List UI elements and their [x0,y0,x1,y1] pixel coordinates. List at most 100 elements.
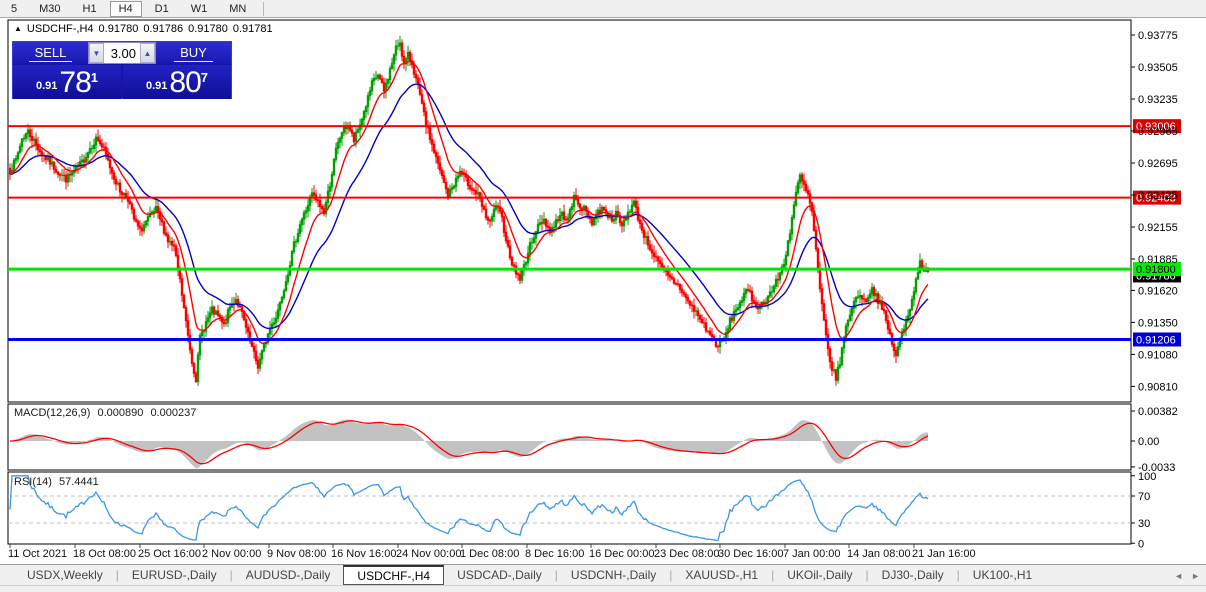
level-price-label-0.91800-bg [1133,262,1181,277]
time-tick: 11 Oct 2021 [8,548,67,560]
chart-tab-usdcad-daily[interactable]: USDCAD-,Daily [457,568,542,582]
timeframe-button-m30[interactable]: M30 [39,2,61,15]
timeframe-button-5[interactable]: 5 [11,2,18,15]
macd-histogram-area [10,419,928,469]
time-tick: 25 Oct 16:00 [138,548,201,560]
price-tick-0.91080: 0.91080 [1138,349,1178,361]
tab-scroll-right-icon[interactable]: ► [1191,570,1200,581]
time-tick: 16 Nov 16:00 [331,548,396,560]
sell-button[interactable]: SELL [13,42,88,64]
macd-title: MACD(12,26,9) [14,407,91,419]
rsi-value: 57.4441 [58,476,99,488]
sell-button-label: SELL [28,45,73,62]
macd-tick-0.00382: 0.00382 [1138,406,1178,418]
macd-tick--0.0033: -0.0033 [1138,462,1175,474]
time-tick: 2 Nov 00:00 [202,548,261,560]
price-tick-0.90810: 0.90810 [1138,381,1178,393]
time-tick: 8 Dec 16:00 [525,548,584,560]
chart-tab-bar: USDX,Weekly | EURUSD-,Daily | AUDUSD-,Daily U… [0,564,1206,585]
rsi-label: RSI(14) 57.4441 [14,476,103,488]
time-tick: 23 Dec 08:00 [654,548,719,560]
time-tick: 30 Dec 16:00 [718,548,783,560]
macd-label: MACD(12,26,9) 0.000890 0.000237 [14,407,200,419]
tabs-container: USDX,Weekly | EURUSD-,Daily | AUDUSD-,Daily U… [14,565,1045,585]
buy-price-prefix: 0.91 [145,80,168,92]
macd-main-value: 0.000890 [97,407,144,419]
level-price-label-0.93006-bg [1133,119,1181,134]
chart-tab-usdchf-h4[interactable]: USDCHF-,H4 [343,565,445,585]
price-tick-0.93505: 0.93505 [1138,62,1178,74]
chart-tab-usdcnh-daily[interactable]: USDCNH-,Daily [570,568,657,582]
price-tick-0.92695: 0.92695 [1138,158,1178,170]
tab-separator: | [771,568,775,582]
chart-tab-ukoil-daily[interactable]: UKOil-,Daily [787,568,853,582]
symbol-label: USDCHF-,H4 [26,23,94,35]
timeframe-button-d1[interactable]: D1 [154,2,169,15]
price-tick-0.93775: 0.93775 [1138,30,1178,42]
tab-scroll-arrows: ◄ ► [1174,565,1200,586]
high-value: 0.91786 [143,23,184,35]
one-click-trading-panel: SELL ▼ 3.00 ▲ BUY 0.91 78 1 0.91 80 7 [12,41,232,99]
buy-price-pip: 7 [200,70,209,85]
tab-separator: | [956,568,960,582]
timeframe-button-w1[interactable]: W1 [190,2,208,15]
ma-fast-line [9,60,929,345]
ma-slow-line [9,83,929,329]
price-tick-0.91885: 0.91885 [1138,254,1178,266]
timeframe-button-h4[interactable]: H4 [109,0,142,17]
level-price-label-0.91206: 0.91206 [1136,334,1176,346]
rsi-panel [7,471,1132,545]
buy-price-display[interactable]: 0.91 80 7 [123,65,231,99]
volume-input[interactable]: 3.00 [104,43,140,63]
sell-price-big: 78 [59,66,91,99]
time-tick: 7 Jan 00:00 [783,548,841,560]
status-strip [0,585,1206,592]
volume-decrease-button[interactable]: ▼ [89,43,104,63]
tab-separator: | [669,568,673,582]
timeframe-button-mn[interactable]: MN [229,2,247,15]
macd-signal-value: 0.000237 [150,407,197,419]
chart-tab-usdx-weekly[interactable]: USDX,Weekly [27,568,103,582]
rsi-line [9,475,929,542]
toolbar-separator [263,1,265,16]
low-value: 0.91780 [188,23,228,35]
tab-separator: | [865,568,869,582]
buy-button[interactable]: BUY [156,42,231,64]
tab-separator: | [115,568,119,582]
level-price-label-0.91800: 0.91800 [1136,264,1176,276]
volume-spinner: ▼ 3.00 ▲ [88,42,156,64]
price-tick-0.93235: 0.93235 [1138,94,1178,106]
chart-tab-eurusd-daily[interactable]: EURUSD-,Daily [131,568,217,582]
chart-tab-xauusd-h1[interactable]: XAUUSD-,H1 [685,568,759,582]
macd-tick-0.00: 0.00 [1138,436,1159,448]
buy-price-big: 80 [169,66,201,99]
tab-bar-spacer [0,565,14,585]
macd-signal-line [10,420,929,465]
chart-tab-uk100-h1[interactable]: UK100-,H1 [972,568,1033,582]
time-tick: 21 Jan 16:00 [912,548,976,560]
volume-increase-button[interactable]: ▲ [140,43,155,63]
tab-separator: | [554,568,558,582]
time-tick: 24 Nov 00:00 [396,548,461,560]
collapse-trade-panel-icon[interactable]: ▲ [14,23,22,33]
price-tick-0.92965: 0.92965 [1138,126,1178,138]
open-value: 0.91780 [98,23,139,35]
tab-scroll-left-icon[interactable]: ◄ [1174,570,1184,581]
level-price-label-0.93006: 0.93006 [1136,121,1176,133]
chart-title: ▲ USDCHF-,H4 0.91780 0.91786 0.91780 0.9… [14,23,273,35]
price-tick-0.91620: 0.91620 [1138,285,1178,297]
timeframe-button-h1[interactable]: H1 [82,2,97,15]
buy-button-label: BUY [174,45,213,62]
chart-tab-audusd-daily[interactable]: AUDUSD-,Daily [245,568,331,582]
rsi-tick-100: 100 [1138,471,1156,483]
rsi-title: RSI(14) [14,476,52,488]
sell-price-display[interactable]: 0.91 78 1 [13,65,121,99]
level-price-label-0.91206-bg [1133,332,1181,347]
chart-tab-dj30-daily[interactable]: DJ30-,Daily [881,568,944,582]
price-tick-0.92425: 0.92425 [1138,190,1178,202]
rsi-tick-70: 70 [1138,491,1150,503]
close-value: 0.91781 [232,23,273,35]
timeframe-toolbar: 5 M30 H1 H4 D1 W1 MN [0,0,1206,18]
